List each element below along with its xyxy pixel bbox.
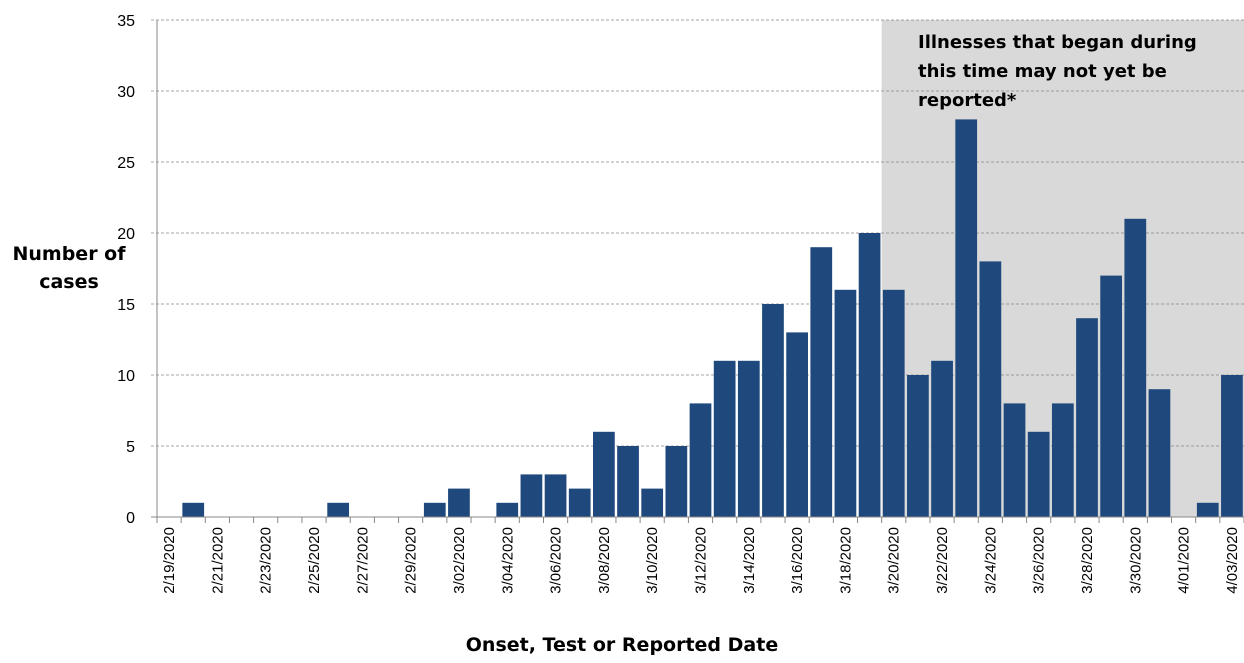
bar	[1003, 403, 1026, 517]
x-tick-label: 4/01/2020	[1176, 527, 1193, 594]
x-tick-label: 3/26/2020	[1031, 527, 1048, 594]
gridlines	[151, 19, 1244, 447]
y-tick-label: 5	[126, 439, 135, 456]
x-tick-label: 2/19/2020	[161, 527, 178, 594]
bar	[882, 289, 905, 517]
bar	[665, 446, 688, 517]
bar	[955, 119, 978, 518]
axes	[151, 20, 1244, 523]
bar	[544, 474, 567, 517]
x-tick-label: 2/27/2020	[354, 527, 371, 594]
y-tick-labels: 0 5 10 15 20 25 30 35	[117, 13, 135, 527]
x-tick-label: 3/14/2020	[741, 527, 758, 594]
x-tick-label: 3/02/2020	[451, 527, 468, 594]
y-axis-label: Number of cases	[12, 243, 126, 293]
x-tick-label: 3/18/2020	[837, 527, 854, 594]
x-tick-labels: 2/19/2020 2/21/2020 2/23/2020 2/25/2020 2/27…	[161, 527, 1241, 594]
x-tick-label: 3/22/2020	[934, 527, 951, 594]
bar	[1124, 218, 1147, 518]
bar	[423, 502, 446, 517]
y-tick-label: 10	[117, 368, 135, 385]
bar	[1196, 502, 1219, 517]
x-tick-label: 3/30/2020	[1127, 527, 1144, 594]
x-tick-label: 3/20/2020	[886, 527, 903, 594]
y-tick-label: 15	[117, 297, 135, 314]
x-tick-label: 2/29/2020	[403, 527, 420, 594]
bar	[979, 261, 1002, 517]
bar	[713, 360, 736, 517]
bar	[641, 488, 664, 517]
bar	[1148, 389, 1171, 517]
x-tick-label: 4/03/2020	[1224, 527, 1241, 594]
bar	[448, 488, 470, 517]
x-tick-label: 3/16/2020	[789, 527, 806, 594]
y-tick-label: 35	[117, 13, 135, 30]
x-tick-label: 3/04/2020	[499, 527, 516, 594]
x-tick-label: 3/24/2020	[982, 527, 999, 594]
bar	[737, 360, 760, 517]
bar	[1221, 375, 1243, 517]
y-tick-label: 30	[117, 84, 135, 101]
bar	[1027, 431, 1050, 517]
bar	[834, 289, 857, 517]
x-tick-label: 3/10/2020	[644, 527, 661, 594]
bar	[1076, 318, 1098, 517]
bar	[496, 502, 519, 517]
bar	[858, 233, 881, 517]
x-tick-label: 3/06/2020	[548, 527, 565, 594]
bar	[568, 488, 591, 517]
y-tick-label: 0	[126, 510, 135, 527]
bar	[327, 502, 350, 517]
bar	[1100, 275, 1123, 517]
x-axis-label: Onset, Test or Reported Date	[465, 634, 779, 656]
bar	[593, 431, 615, 517]
y-tick-label: 20	[117, 226, 135, 243]
x-tick-label: 2/21/2020	[209, 527, 226, 594]
bar	[520, 474, 543, 517]
bar	[1051, 403, 1074, 517]
bar	[931, 360, 953, 517]
y-tick-label: 25	[117, 155, 135, 172]
shaded-region-label: Illnesses that began during this time ma…	[918, 32, 1197, 111]
bar	[689, 403, 712, 517]
bar	[762, 304, 784, 517]
bar	[617, 446, 639, 517]
x-tick-label: 2/25/2020	[306, 527, 323, 594]
x-tick-label: 2/23/2020	[258, 527, 275, 594]
x-tick-label: 3/28/2020	[1079, 527, 1096, 594]
x-tick-label: 3/08/2020	[596, 527, 613, 594]
bars	[182, 119, 1243, 518]
bar	[810, 247, 833, 517]
x-tick-label: 3/12/2020	[693, 527, 710, 594]
bar	[907, 375, 929, 517]
bar	[786, 332, 808, 517]
bar	[182, 502, 205, 517]
